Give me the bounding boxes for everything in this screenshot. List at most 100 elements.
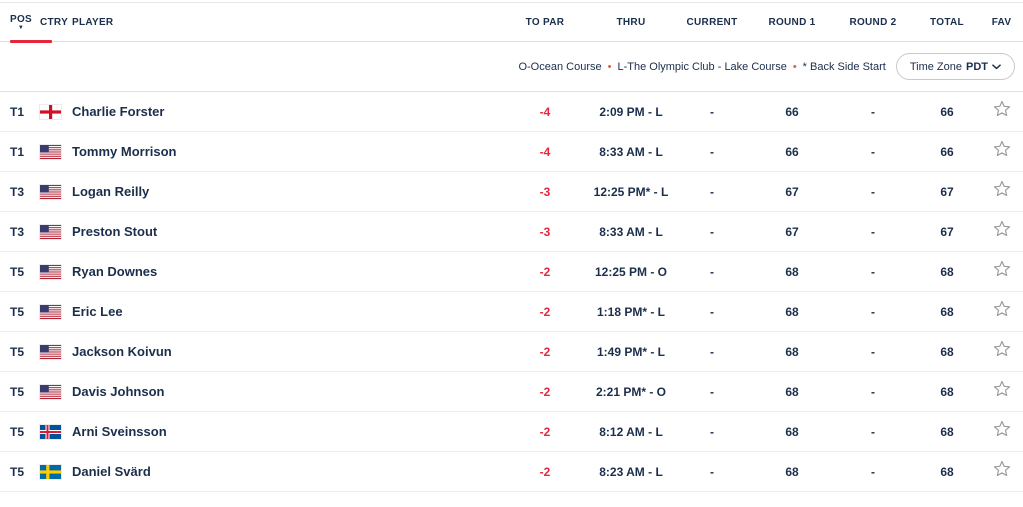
column-header-player[interactable]: PLAYER	[72, 16, 114, 28]
country-flag-icon-usa	[39, 223, 62, 240]
column-header-total[interactable]: TOTAL	[930, 16, 964, 28]
table-row[interactable]: T5 Arni Sveinsson -2 8:12 AM - L - 68 - …	[0, 412, 1023, 452]
player-position: T5	[10, 384, 25, 399]
round2-value: -	[871, 464, 875, 479]
round2-value: -	[871, 344, 875, 359]
thru-value: 2:21 PM* - O	[595, 384, 667, 399]
round2-value: -	[871, 264, 875, 279]
total-value: 68	[940, 464, 954, 479]
player-name[interactable]: Ryan Downes	[72, 264, 158, 279]
total-value: 68	[940, 424, 954, 439]
current-value: -	[710, 464, 714, 479]
leaderboard: POS ▼ CTRY PLAYER TO PAR THRU CURRENT RO…	[0, 2, 1023, 492]
current-value: -	[710, 224, 714, 239]
player-name[interactable]: Jackson Koivun	[72, 344, 172, 359]
thru-value: 8:33 AM - L	[599, 224, 663, 239]
thru-value: 1:49 PM* - L	[596, 344, 665, 359]
table-row[interactable]: T3 Preston Stout -3 8:33 AM - L - 67 - 6…	[0, 212, 1023, 252]
current-value: -	[710, 344, 714, 359]
player-name[interactable]: Tommy Morrison	[72, 144, 177, 159]
round2-value: -	[871, 224, 875, 239]
player-name[interactable]: Logan Reilly	[72, 184, 150, 199]
country-flag-icon-usa	[39, 383, 62, 400]
total-value: 68	[940, 384, 954, 399]
table-row[interactable]: T1 Charlie Forster -4 2:09 PM - L - 66 -…	[0, 92, 1023, 132]
table-row[interactable]: T5 Eric Lee -2 1:18 PM* - L - 68 - 68	[0, 292, 1023, 332]
table-header: POS ▼ CTRY PLAYER TO PAR THRU CURRENT RO…	[0, 3, 1023, 43]
country-flag-icon-isl	[39, 423, 62, 440]
country-flag-icon-usa	[39, 143, 62, 160]
legend-ocean-course: O-Ocean Course	[518, 60, 602, 73]
country-flag-icon-usa	[39, 303, 62, 320]
player-position: T5	[10, 264, 25, 279]
favorite-star-icon[interactable]	[992, 459, 1012, 479]
to-par-value: -2	[539, 424, 551, 439]
to-par-value: -2	[539, 464, 551, 479]
favorite-star-icon[interactable]	[992, 139, 1012, 159]
round1-value: 68	[785, 304, 799, 319]
player-name[interactable]: Daniel Svärd	[72, 464, 151, 479]
active-sort-indicator	[10, 40, 52, 43]
column-header-fav[interactable]: FAV	[991, 16, 1012, 28]
country-flag-icon-eng	[39, 103, 62, 120]
favorite-star-icon[interactable]	[992, 99, 1012, 119]
column-header-thru[interactable]: THRU	[616, 16, 646, 28]
round1-value: 68	[785, 424, 799, 439]
leaderboard-rows: T1 Charlie Forster -4 2:09 PM - L - 66 -…	[0, 92, 1023, 492]
round1-value: 67	[785, 184, 799, 199]
table-row[interactable]: T5 Daniel Svärd -2 8:23 AM - L - 68 - 68	[0, 452, 1023, 492]
legend-bar: O-Ocean Course L-The Olympic Club - Lake…	[0, 42, 1023, 92]
round1-value: 68	[785, 344, 799, 359]
favorite-star-icon[interactable]	[992, 219, 1012, 239]
column-header-round1[interactable]: ROUND 1	[768, 16, 816, 28]
column-header-current[interactable]: CURRENT	[686, 16, 738, 28]
round2-value: -	[871, 144, 875, 159]
current-value: -	[710, 144, 714, 159]
favorite-star-icon[interactable]	[992, 179, 1012, 199]
favorite-star-icon[interactable]	[992, 339, 1012, 359]
current-value: -	[710, 184, 714, 199]
table-row[interactable]: T5 Ryan Downes -2 12:25 PM - O - 68 - 68	[0, 252, 1023, 292]
player-position: T3	[10, 224, 25, 239]
total-value: 68	[940, 344, 954, 359]
column-header-to-par[interactable]: TO PAR	[525, 16, 565, 28]
total-value: 66	[940, 144, 954, 159]
column-header-ctry[interactable]: CTRY	[40, 16, 69, 28]
total-value: 67	[940, 224, 954, 239]
player-position: T5	[10, 424, 25, 439]
timezone-value: PDT	[966, 60, 988, 73]
total-value: 66	[940, 104, 954, 119]
player-position: T3	[10, 184, 25, 199]
player-name[interactable]: Eric Lee	[72, 304, 123, 319]
round1-value: 68	[785, 264, 799, 279]
round2-value: -	[871, 424, 875, 439]
timezone-selector[interactable]: Time Zone PDT	[895, 53, 1015, 80]
round1-value: 66	[785, 104, 799, 119]
round1-value: 68	[785, 464, 799, 479]
player-name[interactable]: Davis Johnson	[72, 384, 165, 399]
table-row[interactable]: T5 Davis Johnson -2 2:21 PM* - O - 68 - …	[0, 372, 1023, 412]
course-legend: O-Ocean Course L-The Olympic Club - Lake…	[518, 61, 885, 73]
to-par-value: -2	[539, 264, 551, 279]
round2-value: -	[871, 304, 875, 319]
to-par-value: -3	[539, 184, 551, 199]
player-name[interactable]: Preston Stout	[72, 224, 158, 239]
chevron-down-icon	[992, 63, 1001, 70]
to-par-value: -2	[539, 304, 551, 319]
favorite-star-icon[interactable]	[992, 299, 1012, 319]
favorite-star-icon[interactable]	[992, 419, 1012, 439]
player-name[interactable]: Charlie Forster	[72, 104, 165, 119]
thru-value: 8:33 AM - L	[599, 144, 663, 159]
table-row[interactable]: T3 Logan Reilly -3 12:25 PM* - L - 67 - …	[0, 172, 1023, 212]
table-row[interactable]: T1 Tommy Morrison -4 8:33 AM - L - 66 - …	[0, 132, 1023, 172]
player-name[interactable]: Arni Sveinsson	[72, 424, 167, 439]
favorite-star-icon[interactable]	[992, 259, 1012, 279]
table-row[interactable]: T5 Jackson Koivun -2 1:49 PM* - L - 68 -…	[0, 332, 1023, 372]
thru-value: 12:25 PM - O	[594, 264, 668, 279]
favorite-star-icon[interactable]	[992, 379, 1012, 399]
column-header-pos[interactable]: POS ▼	[10, 14, 40, 31]
player-position: T1	[10, 104, 25, 119]
player-position: T5	[10, 304, 25, 319]
column-header-round2[interactable]: ROUND 2	[849, 16, 897, 28]
to-par-value: -4	[539, 104, 551, 119]
